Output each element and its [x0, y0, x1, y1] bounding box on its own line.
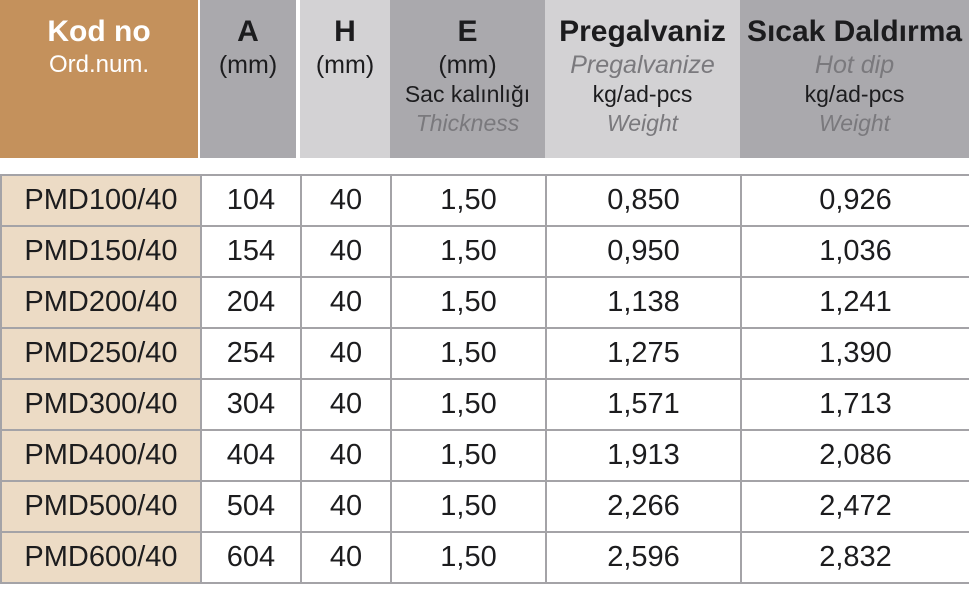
col-unit: kg/ad-pcs — [592, 81, 693, 107]
col-unit: (mm) — [438, 51, 497, 79]
cell-hotdip-weight: 2,832 — [740, 531, 969, 584]
cell-h: 40 — [300, 429, 392, 482]
cell-a: 504 — [200, 480, 302, 533]
cell-code: PMD300/40 — [0, 378, 202, 431]
table-row: PMD400/40 404 40 1,50 1,913 2,086 — [0, 429, 969, 482]
col-header-kod-no: Kod no Ord.num. — [0, 0, 200, 158]
cell-code: PMD500/40 — [0, 480, 202, 533]
cell-code: PMD100/40 — [0, 174, 202, 227]
cell-code: PMD200/40 — [0, 276, 202, 329]
cell-a: 104 — [200, 174, 302, 227]
table-row: PMD300/40 304 40 1,50 1,571 1,713 — [0, 378, 969, 431]
col-header-sicak-daldirma: Sıcak Daldırma Hot dip kg/ad-pcs Weight — [740, 0, 969, 158]
col-header-a: A (mm) — [200, 0, 300, 158]
cell-hotdip-weight: 2,086 — [740, 429, 969, 482]
col-subtitle-en: Hot dip — [814, 51, 895, 79]
cell-hotdip-weight: 1,036 — [740, 225, 969, 278]
table-row: PMD250/40 254 40 1,50 1,275 1,390 — [0, 327, 969, 380]
col-unit: (mm) — [218, 51, 278, 79]
cell-thickness: 1,50 — [390, 327, 547, 380]
col-subtitle: Ord.num. — [48, 51, 150, 78]
cell-h: 40 — [300, 531, 392, 584]
col-header-pregalvaniz: Pregalvaniz Pregalvanize kg/ad-pcs Weigh… — [545, 0, 740, 158]
cell-thickness: 1,50 — [390, 174, 547, 227]
col-label-en: Thickness — [415, 110, 520, 136]
cell-h: 40 — [300, 378, 392, 431]
cell-code: PMD600/40 — [0, 531, 202, 584]
cell-hotdip-weight: 0,926 — [740, 174, 969, 227]
spec-table: PMD100/40 104 40 1,50 0,850 0,926 PMD150… — [0, 174, 969, 584]
col-label-en: Weight — [606, 110, 679, 136]
cell-pregalvaniz-weight: 2,266 — [545, 480, 742, 533]
col-title: Sıcak Daldırma — [746, 15, 963, 48]
cell-a: 304 — [200, 378, 302, 431]
table-header: Kod no Ord.num. A (mm) H (mm) E (mm) Sac… — [0, 0, 969, 158]
cell-h: 40 — [300, 225, 392, 278]
cell-a: 154 — [200, 225, 302, 278]
cell-pregalvaniz-weight: 1,275 — [545, 327, 742, 380]
col-header-e: E (mm) Sac kalınlığı Thickness — [390, 0, 545, 158]
cell-hotdip-weight: 1,713 — [740, 378, 969, 431]
cell-code: PMD400/40 — [0, 429, 202, 482]
table-row: PMD500/40 504 40 1,50 2,266 2,472 — [0, 480, 969, 533]
cell-h: 40 — [300, 480, 392, 533]
cell-thickness: 1,50 — [390, 429, 547, 482]
cell-pregalvaniz-weight: 1,913 — [545, 429, 742, 482]
col-title: E — [457, 15, 478, 48]
cell-thickness: 1,50 — [390, 531, 547, 584]
cell-pregalvaniz-weight: 1,571 — [545, 378, 742, 431]
col-title: A — [237, 15, 259, 48]
cell-hotdip-weight: 1,241 — [740, 276, 969, 329]
col-label-tr: Sac kalınlığı — [404, 81, 531, 107]
col-title: Pregalvaniz — [559, 15, 726, 48]
cell-pregalvaniz-weight: 0,850 — [545, 174, 742, 227]
table-row: PMD600/40 604 40 1,50 2,596 2,832 — [0, 531, 969, 584]
cell-thickness: 1,50 — [390, 276, 547, 329]
col-label-en: Weight — [818, 110, 891, 136]
cell-pregalvaniz-weight: 1,138 — [545, 276, 742, 329]
cell-h: 40 — [300, 174, 392, 227]
table-row: PMD100/40 104 40 1,50 0,850 0,926 — [0, 174, 969, 227]
col-subtitle-en: Pregalvanize — [570, 51, 715, 79]
cell-hotdip-weight: 1,390 — [740, 327, 969, 380]
cell-a: 604 — [200, 531, 302, 584]
cell-h: 40 — [300, 327, 392, 380]
cell-a: 204 — [200, 276, 302, 329]
table-row: PMD200/40 204 40 1,50 1,138 1,241 — [0, 276, 969, 329]
cell-pregalvaniz-weight: 0,950 — [545, 225, 742, 278]
cell-thickness: 1,50 — [390, 225, 547, 278]
cell-thickness: 1,50 — [390, 480, 547, 533]
cell-code: PMD250/40 — [0, 327, 202, 380]
cell-h: 40 — [300, 276, 392, 329]
table-row: PMD150/40 154 40 1,50 0,950 1,036 — [0, 225, 969, 278]
cell-pregalvaniz-weight: 2,596 — [545, 531, 742, 584]
cell-hotdip-weight: 2,472 — [740, 480, 969, 533]
col-unit: (mm) — [315, 51, 375, 79]
col-title: Kod no — [47, 15, 151, 48]
col-unit: kg/ad-pcs — [804, 81, 905, 107]
cell-thickness: 1,50 — [390, 378, 547, 431]
col-title: H — [334, 15, 356, 48]
cell-code: PMD150/40 — [0, 225, 202, 278]
cell-a: 404 — [200, 429, 302, 482]
cell-a: 254 — [200, 327, 302, 380]
col-header-h: H (mm) — [300, 0, 390, 158]
